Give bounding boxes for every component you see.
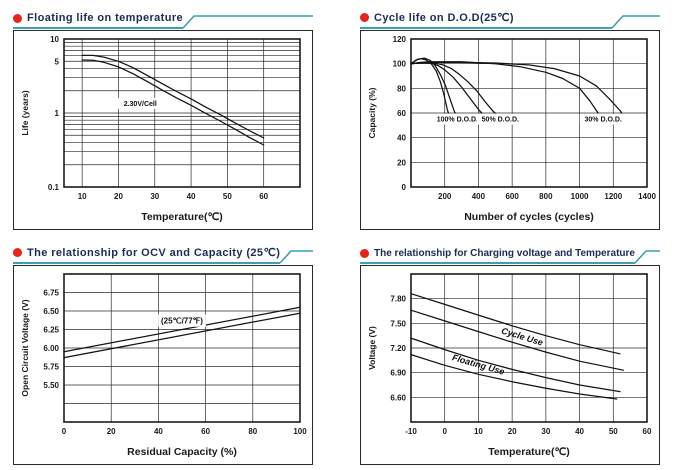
chart-title: The relationship for Charging voltage an… [374, 248, 635, 259]
svg-text:50: 50 [223, 192, 232, 201]
svg-text:5.75: 5.75 [43, 363, 59, 372]
svg-text:0: 0 [442, 427, 447, 436]
svg-text:80: 80 [248, 427, 257, 436]
title-rule-decoration [612, 15, 660, 29]
svg-text:50: 50 [609, 427, 618, 436]
chart-canvas-ocv-capacity: 0 20 40 60 80 100 6.75 6.50 6.25 6.00 5.75 5.50 Resi… [20, 273, 307, 458]
svg-text:400: 400 [472, 192, 486, 201]
svg-text:80: 80 [397, 84, 406, 93]
svg-text:30: 30 [541, 427, 550, 436]
svg-text:120: 120 [393, 35, 407, 44]
svg-text:20: 20 [107, 427, 116, 436]
svg-text:Temperature(℃): Temperature(℃) [488, 446, 570, 458]
chart-box: -10 0 10 20 30 40 50 60 7.80 7.50 7.20 6.90 6.60 Temp… [360, 265, 660, 465]
red-bullet-icon [360, 13, 369, 22]
svg-text:0.1: 0.1 [48, 183, 60, 192]
svg-text:40: 40 [187, 192, 196, 201]
svg-text:(25℃/77℉): (25℃/77℉) [161, 316, 203, 325]
svg-text:7.80: 7.80 [390, 295, 406, 304]
chart-title-bar: The relationship for OCV and Capacity (2… [13, 240, 313, 264]
title-group: Cycle life on D.O.D(25℃) [360, 11, 612, 29]
svg-text:10: 10 [78, 192, 87, 201]
svg-text:6.60: 6.60 [390, 393, 406, 402]
chart-title-bar: Floating life on temperature [13, 5, 313, 29]
svg-text:20: 20 [508, 427, 517, 436]
title-group: The relationship for OCV and Capacity (2… [13, 246, 281, 264]
svg-text:Residual Capacity (%): Residual Capacity (%) [127, 446, 237, 458]
chart-box: 200 400 600 800 1000 1200 1400 0 20 40 60 80 100 120 N… [360, 30, 660, 230]
svg-text:6.00: 6.00 [43, 344, 59, 353]
chart-box: 10 20 30 40 50 60 10 5 1 0.1 Temperature(℃) Life (y… [13, 30, 313, 230]
svg-text:40: 40 [154, 427, 163, 436]
svg-text:1400: 1400 [638, 192, 656, 201]
svg-text:60: 60 [201, 427, 210, 436]
svg-text:600: 600 [505, 192, 519, 201]
svg-text:Temperature(℃): Temperature(℃) [141, 211, 223, 223]
svg-text:50% D.O.D.: 50% D.O.D. [482, 117, 519, 124]
svg-text:0: 0 [402, 183, 407, 192]
svg-text:5: 5 [55, 57, 60, 66]
red-bullet-icon [13, 13, 22, 23]
svg-text:100% D.O.D.: 100% D.O.D. [437, 117, 478, 124]
svg-text:30% D.O.D.: 30% D.O.D. [584, 117, 621, 124]
panel-floating-life: Floating life on temperature 10 20 30 40 50 6… [0, 0, 338, 235]
chart-canvas-charging-voltage: -10 0 10 20 30 40 50 60 7.80 7.50 7.20 6.90 6.60 Temp… [367, 273, 652, 458]
svg-text:5.50: 5.50 [43, 381, 59, 390]
svg-text:10: 10 [474, 427, 483, 436]
svg-text:20: 20 [114, 192, 123, 201]
title-rule-decoration [634, 250, 660, 264]
chart-box: 0 20 40 60 80 100 6.75 6.50 6.25 6.00 5.75 5.50 Resi… [13, 265, 313, 465]
svg-text:6.75: 6.75 [43, 289, 59, 298]
svg-text:200: 200 [438, 192, 452, 201]
svg-text:1200: 1200 [604, 192, 622, 201]
svg-text:1: 1 [55, 109, 60, 118]
chart-title-bar: The relationship for Charging voltage an… [360, 240, 660, 264]
red-bullet-icon [13, 248, 22, 257]
panel-charging-voltage: The relationship for Charging voltage an… [338, 235, 676, 470]
chart-title-bar: Cycle life on D.O.D(25℃) [360, 5, 660, 29]
svg-text:Open Circuit Voltage (V): Open Circuit Voltage (V) [20, 299, 30, 396]
svg-text:Number of cycles (cycles): Number of cycles (cycles) [464, 211, 594, 223]
svg-text:40: 40 [575, 427, 584, 436]
title-rule-decoration [280, 250, 313, 264]
svg-text:6.50: 6.50 [43, 307, 59, 316]
svg-text:20: 20 [397, 158, 406, 167]
svg-text:10: 10 [50, 35, 59, 44]
svg-text:800: 800 [539, 192, 553, 201]
svg-text:Life (years): Life (years) [20, 90, 30, 136]
title-group: The relationship for Charging voltage an… [360, 248, 635, 264]
svg-text:6.25: 6.25 [43, 326, 59, 335]
svg-text:1000: 1000 [571, 192, 589, 201]
svg-text:60: 60 [397, 109, 406, 118]
svg-text:7.20: 7.20 [390, 344, 406, 353]
svg-text:100: 100 [293, 427, 307, 436]
svg-text:Capacity (%): Capacity (%) [367, 87, 377, 138]
svg-text:7.50: 7.50 [390, 319, 406, 328]
svg-text:-10: -10 [405, 427, 417, 436]
panel-ocv-capacity: The relationship for OCV and Capacity (2… [0, 235, 338, 470]
svg-text:60: 60 [259, 192, 268, 201]
title-group: Floating life on temperature [13, 12, 184, 29]
title-rule-decoration [183, 15, 313, 29]
svg-text:40: 40 [397, 134, 406, 143]
svg-text:6.90: 6.90 [390, 369, 406, 378]
svg-text:2.30V/Cell: 2.30V/Cell [124, 101, 157, 108]
chart-canvas-cycle-life: 200 400 600 800 1000 1200 1400 0 20 40 60 80 100 120 N… [367, 35, 656, 223]
red-bullet-icon [360, 249, 369, 258]
svg-text:Voltage (V): Voltage (V) [367, 326, 377, 370]
svg-text:0: 0 [62, 427, 67, 436]
svg-text:60: 60 [643, 427, 652, 436]
chart-title: The relationship for OCV and Capacity (2… [27, 247, 281, 259]
svg-text:30: 30 [150, 192, 159, 201]
chart-title: Cycle life on D.O.D(25℃) [374, 12, 514, 24]
chart-canvas-floating-life: 10 20 30 40 50 60 10 5 1 0.1 Temperature(℃) Life (y… [20, 35, 301, 223]
svg-text:100: 100 [393, 60, 407, 69]
chart-title: Floating life on temperature [27, 12, 184, 24]
panel-cycle-life: Cycle life on D.O.D(25℃) 200 400 600 800 100… [338, 0, 676, 235]
